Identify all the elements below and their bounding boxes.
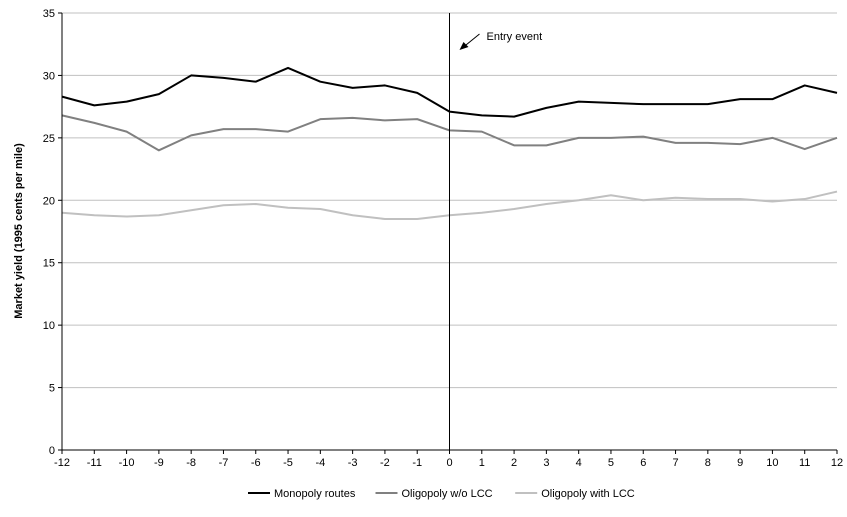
legend-label: Oligopoly with LCC — [541, 488, 635, 500]
x-tick-label: 7 — [672, 457, 678, 469]
x-tick-label: 6 — [640, 457, 646, 469]
y-tick-label: 10 — [43, 320, 55, 332]
entry-event-annotation: Entry event — [449, 13, 543, 450]
entry-event-label: Entry event — [487, 31, 543, 43]
x-tick-label: 4 — [576, 457, 582, 469]
legend-label: Oligopoly w/o LCC — [402, 488, 493, 500]
x-tick-label: -5 — [283, 457, 293, 469]
y-tick-label: 30 — [43, 70, 55, 82]
y-tick-labels: 0 5 10 15 20 25 30 35 — [43, 8, 55, 457]
legend-item-1: Oligopoly w/o LCC — [375, 488, 493, 500]
x-tick-label: -6 — [251, 457, 261, 469]
x-tick-label: -2 — [380, 457, 390, 469]
entry-event-arrowhead — [459, 42, 469, 50]
x-tick-label: -7 — [219, 457, 229, 469]
y-tick-label: 35 — [43, 8, 55, 20]
x-tick-label: 2 — [511, 457, 517, 469]
x-tick-label: -4 — [315, 457, 325, 469]
x-tick-labels: -12 -11 -10 -9 -8 -7 -6 -5 -4 -3 -2 -1 0 1 2 3 4 5 6 7 8 9 10 1… — [54, 457, 843, 469]
y-axis-title: Market yield (1995 cents per mile) — [13, 143, 25, 319]
x-tick-label: -3 — [348, 457, 358, 469]
x-tick-label: -12 — [54, 457, 70, 469]
x-tick-label: 0 — [446, 457, 452, 469]
x-tick-label: -1 — [412, 457, 422, 469]
y-tick-label: 25 — [43, 133, 55, 145]
x-tick-label: 3 — [543, 457, 549, 469]
y-tick-label: 15 — [43, 258, 55, 270]
x-tick-label: 9 — [737, 457, 743, 469]
x-tick-label: 5 — [608, 457, 614, 469]
x-tick-label: 1 — [479, 457, 485, 469]
x-tick-label: 8 — [705, 457, 711, 469]
x-tick-label: -9 — [154, 457, 164, 469]
legend: Monopoly routes Oligopoly w/o LCC Oligopol… — [248, 488, 635, 500]
x-tick-label: -11 — [87, 457, 102, 469]
y-tick-label: 5 — [49, 383, 55, 395]
x-tick-label: -8 — [186, 457, 196, 469]
x-tick-label: 12 — [831, 457, 843, 469]
legend-item-0: Monopoly routes — [248, 488, 356, 500]
x-tick-label: 10 — [766, 457, 778, 469]
legend-item-2: Oligopoly with LCC — [515, 488, 635, 500]
x-tick-label: -10 — [119, 457, 135, 469]
y-tick-label: 20 — [43, 195, 55, 207]
x-tick-label: 11 — [799, 457, 810, 469]
legend-label: Monopoly routes — [274, 488, 356, 500]
y-tick-label: 0 — [49, 445, 55, 457]
